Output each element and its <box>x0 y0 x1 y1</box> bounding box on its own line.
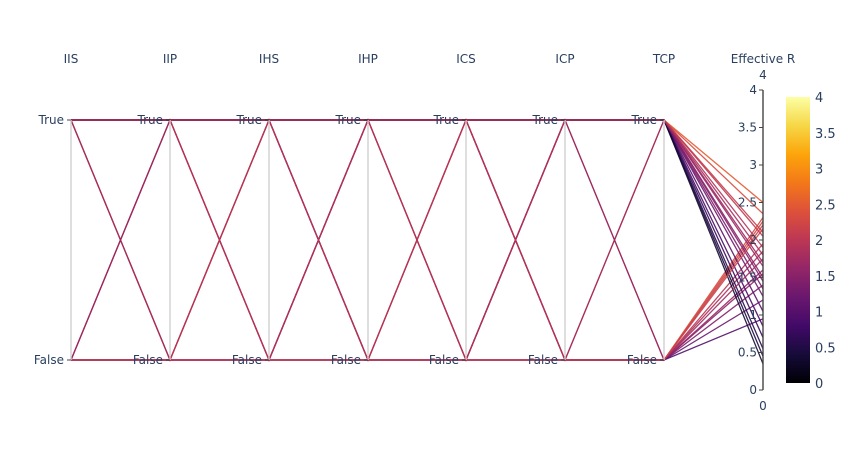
axis-tick-label: False <box>528 353 558 367</box>
colorbar-tick-label: 0.5 <box>815 341 836 356</box>
axis-title: ICP <box>555 52 574 66</box>
colorbar-tick-label: 3 <box>815 163 823 178</box>
data-line <box>71 119 764 312</box>
axis-tick-label: True <box>631 113 658 127</box>
axis-tick-label: True <box>236 113 263 127</box>
axis-tick-label: False <box>232 353 262 367</box>
axis-title: IIS <box>64 52 79 66</box>
colorbar-tick-label: 0 <box>815 377 823 392</box>
axis-range-max-label: 4 <box>759 68 767 82</box>
data-line <box>71 318 764 361</box>
data-line <box>71 119 764 327</box>
colorbar-tick-label: 4 <box>815 91 823 106</box>
data-lines <box>70 118 764 365</box>
colorbar-tick-label: 1 <box>815 306 823 321</box>
axis-tick-label: 4 <box>749 83 757 97</box>
data-line <box>71 119 764 357</box>
axis-tick-label: False <box>627 353 657 367</box>
colorbar-tick-label: 3.5 <box>815 127 836 142</box>
axis-tick-label: 0.5 <box>738 346 757 360</box>
colorbar-tick-label: 2.5 <box>815 198 836 213</box>
axis-tick-label: True <box>532 113 559 127</box>
axis-tick-label: 1.5 <box>738 271 757 285</box>
axis-tick-label: 0 <box>749 383 757 397</box>
axis-tick-label: True <box>433 113 460 127</box>
axis-title: Effective R <box>731 52 796 66</box>
axis-tick-label: False <box>133 353 163 367</box>
colorbar-tick-label: 1.5 <box>815 270 836 285</box>
axis-tick-label: 1 <box>749 308 757 322</box>
axis-title: IHS <box>259 52 279 66</box>
data-line <box>71 119 764 282</box>
axis-tick-label: 3.5 <box>738 121 757 135</box>
data-line <box>71 299 764 361</box>
colorbar: 0 0.5 1 1.5 2 2.5 3 3.5 4 <box>786 91 836 392</box>
axis-title: TCP <box>652 52 675 66</box>
axis-tick-label: False <box>429 353 459 367</box>
data-line <box>71 119 764 237</box>
axis-tick-label: False <box>331 353 361 367</box>
data-line <box>71 119 764 297</box>
axis-tick-label: False <box>34 353 64 367</box>
data-line <box>71 119 764 350</box>
data-line <box>71 119 764 365</box>
data-line <box>71 119 764 290</box>
axis-range-min-label: 0 <box>759 399 767 413</box>
axis-title: IHP <box>358 52 378 66</box>
axis-tick-label: 3 <box>749 158 757 172</box>
colorbar-tick-label: 2 <box>815 234 823 249</box>
axis-tick-label: 2.5 <box>738 196 757 210</box>
axis-title: IIP <box>163 52 177 66</box>
data-line <box>71 228 764 361</box>
axis-tick-label: True <box>137 113 164 127</box>
data-line <box>71 119 764 338</box>
colorbar-gradient <box>786 97 810 383</box>
axis-title: ICS <box>456 52 476 66</box>
axis-tick-label: True <box>38 113 65 127</box>
axes: IIS False True IIP False True IHS False True IHP F… <box>34 52 795 413</box>
axis-tick-label: 2 <box>749 233 757 247</box>
axis-tick-label: True <box>335 113 362 127</box>
data-line <box>71 258 764 361</box>
data-line <box>71 119 764 267</box>
data-line <box>71 118 764 362</box>
